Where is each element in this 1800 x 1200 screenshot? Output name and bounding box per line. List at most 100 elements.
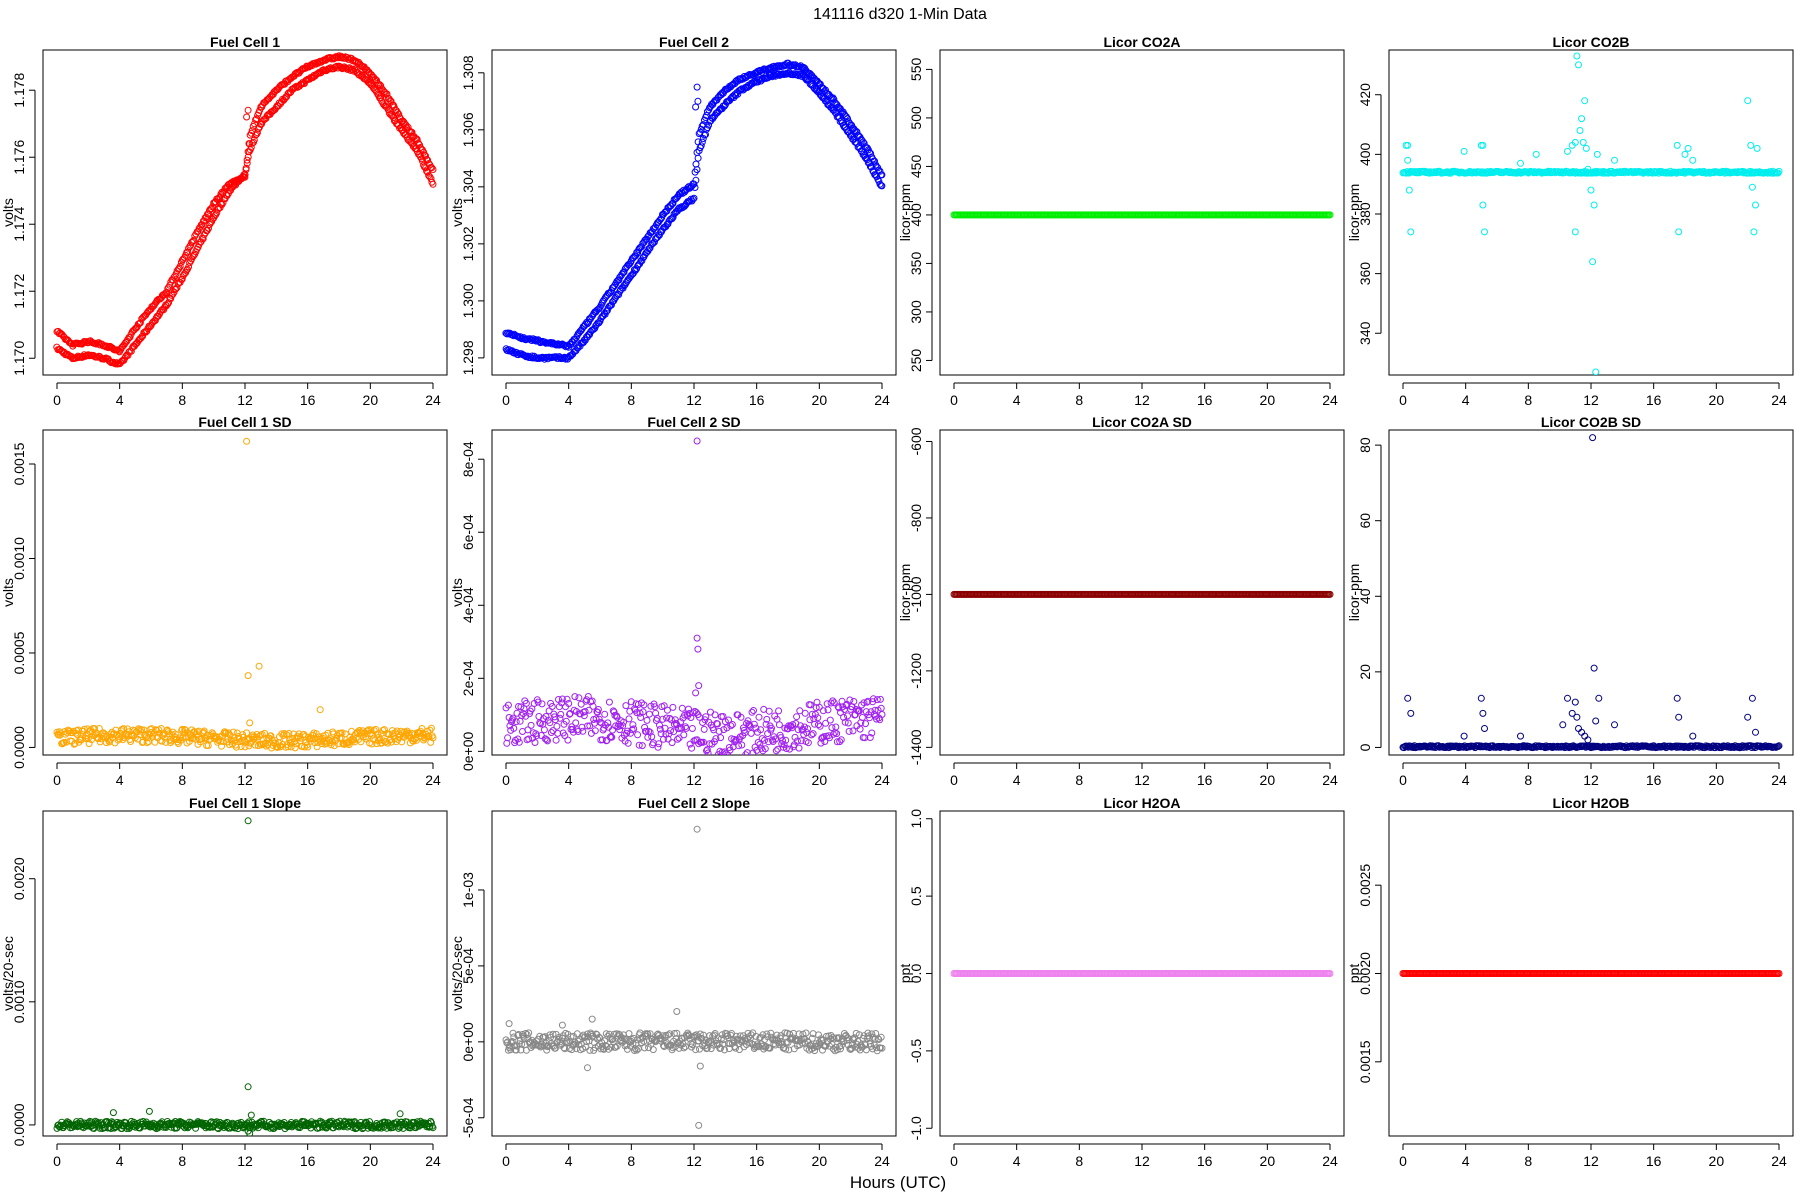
data-point — [427, 1119, 435, 1127]
data-point — [727, 722, 735, 730]
data-point — [378, 97, 386, 105]
data-point — [242, 166, 250, 174]
x-tick-label: 0 — [1399, 392, 1407, 408]
data-point — [304, 743, 312, 751]
data-point — [634, 262, 642, 270]
data-point — [117, 727, 125, 735]
data-point — [513, 1042, 521, 1050]
data-point — [589, 702, 597, 710]
data-point — [775, 707, 783, 715]
y-tick-label: -600 — [908, 427, 924, 455]
data-point — [1590, 201, 1598, 209]
data-point — [630, 254, 637, 262]
x-tick-label: 16 — [749, 772, 765, 788]
x-tick-label: 24 — [1771, 392, 1787, 408]
data-point — [663, 714, 671, 722]
data-point — [619, 722, 627, 730]
data-point — [394, 109, 402, 117]
data-point — [858, 701, 866, 709]
data-point — [218, 201, 226, 208]
data-point — [192, 1124, 200, 1132]
data-point — [1579, 138, 1587, 146]
data-point — [836, 738, 844, 746]
data-point — [1747, 141, 1755, 149]
data-point — [703, 112, 710, 119]
data-point — [124, 335, 132, 343]
y-tick-label: 1e-03 — [460, 872, 476, 908]
y-tick-label: 420 — [1357, 83, 1373, 107]
x-tick-label: 24 — [874, 1153, 890, 1169]
data-point — [255, 662, 263, 670]
data-point — [429, 180, 437, 188]
data-point — [305, 63, 313, 71]
data-point — [518, 712, 526, 719]
data-point — [244, 1083, 252, 1091]
data-point — [161, 291, 169, 299]
data-point — [426, 726, 434, 734]
data-point — [766, 1044, 774, 1052]
data-point — [711, 711, 719, 719]
x-axis: 0 4 8 12 16 20 24 — [1399, 762, 1787, 788]
x-tick-label: 0 — [502, 772, 510, 788]
data-point — [1589, 258, 1597, 266]
data-point — [675, 734, 683, 742]
data-point — [132, 324, 140, 332]
data-point — [104, 344, 112, 352]
data-point — [612, 1043, 620, 1051]
data-point — [680, 1044, 688, 1052]
data-point — [547, 339, 555, 346]
data-point — [601, 710, 609, 718]
data-point — [794, 726, 802, 734]
data-point — [59, 740, 66, 748]
y-tick-label: 1.300 — [460, 283, 476, 318]
data-point — [1479, 201, 1487, 209]
data-point — [84, 735, 92, 742]
data-point — [692, 709, 700, 716]
data-point — [546, 719, 554, 727]
data-point — [406, 138, 414, 146]
data-point — [648, 733, 656, 741]
data-point — [396, 113, 403, 121]
data-point — [636, 709, 644, 717]
data-point — [782, 736, 790, 744]
data-point — [1611, 156, 1618, 164]
data-point — [428, 1122, 436, 1130]
data-point — [564, 736, 572, 744]
data-point — [687, 1040, 695, 1047]
data-point — [625, 1030, 633, 1038]
data-point — [1684, 144, 1692, 152]
x-tick-label: 20 — [363, 1153, 379, 1169]
data-point — [705, 1038, 713, 1046]
data-point — [635, 741, 643, 749]
data-point — [763, 1030, 771, 1038]
x-tick-label: 24 — [1322, 772, 1338, 788]
data-point — [274, 102, 282, 110]
x-tick-label: 24 — [1771, 772, 1787, 788]
panel-2: Fuel Cell 20 4 8 12 16 20 241.2981.3001.3021.3… — [449, 34, 897, 408]
data-point — [604, 719, 612, 727]
data-point — [640, 701, 648, 709]
x-tick-label: 16 — [300, 1153, 316, 1169]
data-point — [793, 737, 801, 745]
data-point — [580, 712, 588, 720]
data-point — [876, 167, 884, 175]
x-tick-label: 16 — [300, 772, 316, 788]
data-point — [1674, 742, 1682, 750]
data-point — [703, 747, 710, 755]
y-tick-label: 20 — [1357, 664, 1373, 680]
data-point — [228, 737, 236, 745]
data-point — [739, 1037, 747, 1044]
data-point — [1752, 728, 1759, 736]
data-point — [533, 732, 540, 740]
data-point — [538, 700, 546, 708]
data-point — [558, 695, 566, 703]
data-point — [167, 295, 175, 303]
data-point — [649, 1046, 657, 1054]
data-point — [1326, 590, 1334, 598]
data-point — [743, 1035, 751, 1043]
data-point — [1578, 728, 1586, 736]
data-point — [693, 83, 701, 91]
data-point — [878, 711, 886, 718]
data-point — [219, 199, 227, 207]
